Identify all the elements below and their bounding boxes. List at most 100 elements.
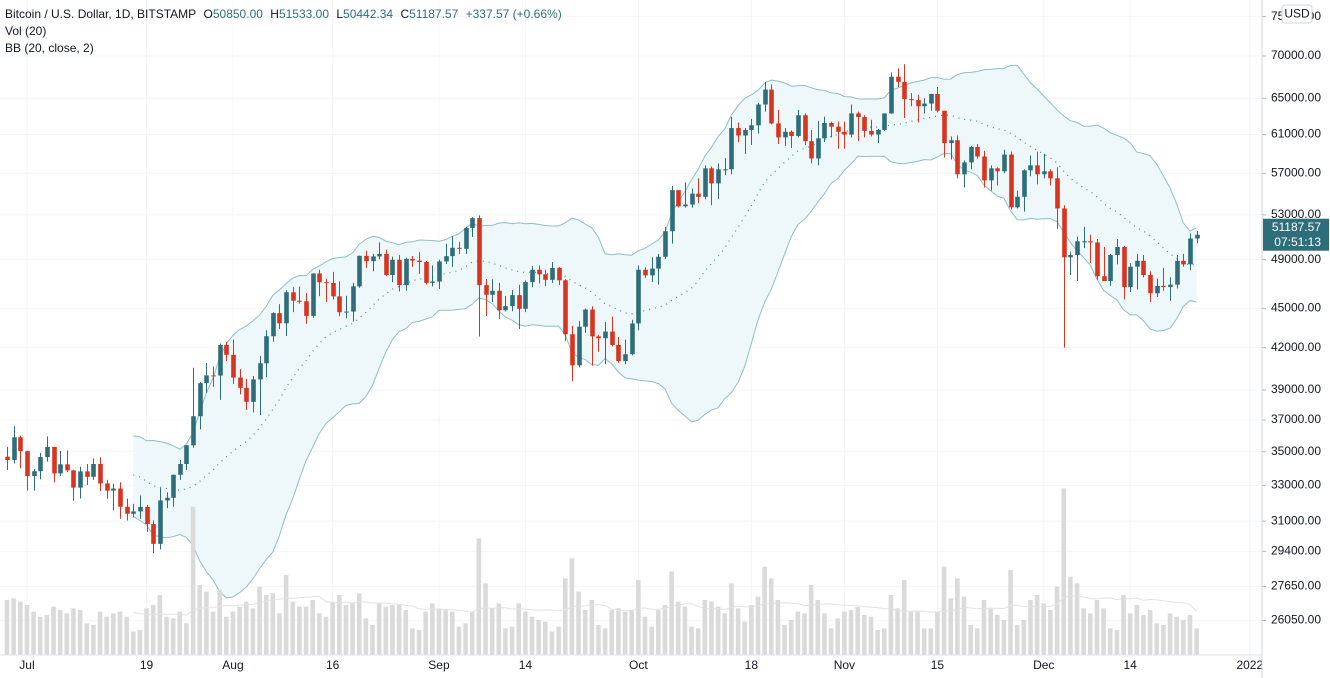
candle-body <box>151 524 156 544</box>
candle-body <box>736 128 741 136</box>
volume-bar <box>449 611 455 655</box>
candle-body <box>935 93 940 111</box>
volume-bar <box>184 623 189 655</box>
candle-body <box>271 313 276 337</box>
volume-bar <box>549 631 555 655</box>
volume-bar <box>390 605 395 655</box>
candle-body <box>111 488 116 491</box>
volume-bar <box>1034 595 1040 655</box>
volume-bar <box>1087 613 1093 655</box>
candle-body <box>204 375 209 384</box>
volume-bar <box>416 630 422 655</box>
volume-bar <box>682 606 688 655</box>
x-tick-label: Sep <box>428 658 450 672</box>
candle-body <box>636 269 641 324</box>
candle-body <box>58 464 63 474</box>
candle-body <box>377 253 382 257</box>
volume-bar <box>84 623 90 655</box>
volume-ma <box>133 595 1197 616</box>
volume-bar <box>170 618 176 655</box>
volume-bar <box>423 611 428 655</box>
candle-body <box>530 269 535 283</box>
candle-body <box>304 301 309 316</box>
volume-bar <box>602 628 608 655</box>
volume-bar <box>363 618 369 655</box>
volume-bar <box>496 603 502 655</box>
candle-body <box>1155 285 1160 294</box>
candle-body <box>949 140 954 144</box>
x-tick-label: 16 <box>326 658 340 672</box>
candle-body <box>796 115 801 136</box>
volume-bar <box>237 606 242 655</box>
candle-body <box>470 218 475 228</box>
symbol-row: Bitcoin / U.S. Dollar, 1D, BITSTAMP O508… <box>5 6 566 23</box>
volume-bar <box>483 583 488 655</box>
candle-body <box>184 445 189 464</box>
y-tick-label: 39000.00 <box>1271 382 1321 396</box>
volume-bar <box>636 580 641 655</box>
volume-bar <box>715 606 721 655</box>
volume-bar <box>848 610 854 655</box>
volume-indicator[interactable]: Vol (20) <box>5 24 47 38</box>
volume-bar <box>855 606 860 655</box>
volume-bar <box>376 603 382 655</box>
candle-body <box>1055 178 1060 209</box>
candle-body <box>1168 284 1173 288</box>
candle-body <box>803 115 808 142</box>
candle-body <box>1181 260 1186 265</box>
symbol-title[interactable]: Bitcoin / U.S. Dollar, 1D, BITSTAMP <box>5 7 197 21</box>
volume-bar <box>908 611 914 655</box>
candle-body <box>165 497 170 501</box>
candle-body <box>590 309 595 337</box>
volume-bar <box>729 583 734 655</box>
candle-body <box>663 231 668 257</box>
candle-body <box>191 416 196 446</box>
candle-body <box>510 295 515 307</box>
candle-body <box>763 89 768 105</box>
volume-bar <box>1121 595 1126 655</box>
volume-bar <box>1161 625 1166 655</box>
candle-body <box>105 483 110 491</box>
volume-bar <box>317 613 322 655</box>
volume-bar <box>529 616 535 655</box>
candle-body <box>896 76 901 82</box>
volume-bar <box>124 616 129 655</box>
candle-body <box>729 128 734 170</box>
volume-bar <box>662 605 668 655</box>
volume-bar <box>788 620 794 655</box>
candle-body <box>557 267 562 281</box>
candle-body <box>145 506 150 525</box>
volume-bar <box>1028 600 1033 655</box>
volume-bar <box>928 628 934 655</box>
volume-bar <box>31 611 36 655</box>
candle-body <box>570 334 575 366</box>
candle-body <box>1128 266 1133 288</box>
volume-bar <box>842 611 847 655</box>
y-tick-label: 42000.00 <box>1271 340 1321 354</box>
volume-bar <box>17 601 23 655</box>
candle-body <box>457 247 462 249</box>
candle-body <box>623 354 628 362</box>
y-tick-label: 29400.00 <box>1271 544 1321 558</box>
candle-body <box>1082 241 1087 243</box>
volume-bar <box>994 615 1000 655</box>
volume-bar <box>629 610 635 655</box>
volume-bar <box>283 575 289 655</box>
volume-bar <box>1141 615 1146 655</box>
candle-body <box>1002 154 1007 172</box>
candle-body <box>975 146 980 157</box>
candle-body <box>444 256 449 262</box>
candle-body <box>809 141 814 159</box>
volume-bar <box>689 626 694 655</box>
volume-bar <box>1107 628 1113 655</box>
volume-bar <box>57 610 63 655</box>
volume-bar <box>868 616 874 655</box>
volume-bar <box>150 605 156 655</box>
bollinger-indicator[interactable]: BB (20, close, 2) <box>5 41 94 55</box>
candle-body <box>876 129 881 135</box>
candle-body <box>71 470 76 488</box>
volume-bar <box>370 625 375 655</box>
y-tick-label: 33000.00 <box>1271 478 1321 492</box>
open-key: O <box>203 7 213 21</box>
